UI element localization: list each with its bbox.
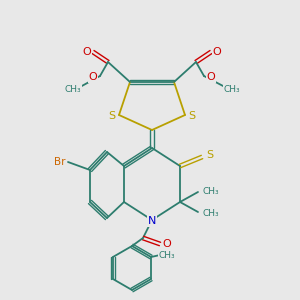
- Text: CH₃: CH₃: [224, 85, 240, 94]
- Text: S: S: [108, 111, 116, 121]
- Text: O: O: [207, 72, 215, 82]
- Text: O: O: [88, 72, 98, 82]
- Text: O: O: [213, 47, 221, 57]
- Text: CH₃: CH₃: [203, 187, 219, 196]
- Text: CH₃: CH₃: [159, 250, 176, 260]
- Text: N: N: [148, 216, 156, 226]
- Text: O: O: [163, 239, 171, 249]
- Text: CH₃: CH₃: [65, 85, 81, 94]
- Text: CH₃: CH₃: [203, 209, 219, 218]
- Text: S: S: [188, 111, 196, 121]
- Text: S: S: [206, 150, 214, 160]
- Text: Br: Br: [54, 157, 66, 167]
- Text: O: O: [82, 47, 91, 57]
